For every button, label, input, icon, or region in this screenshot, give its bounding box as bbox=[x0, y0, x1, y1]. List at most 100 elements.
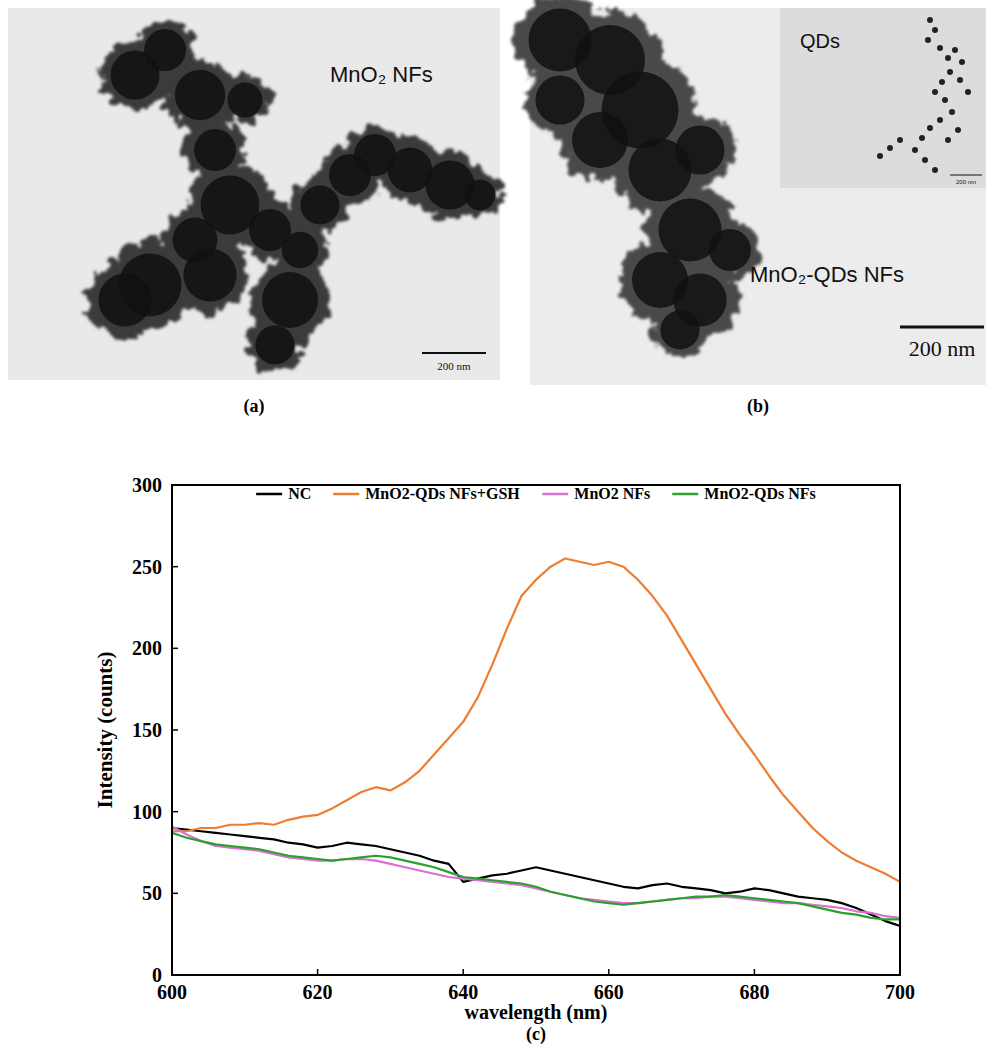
quantum-dot bbox=[877, 153, 883, 159]
series-line bbox=[172, 828, 900, 926]
particle-core bbox=[536, 76, 585, 125]
x-tick bbox=[899, 969, 901, 975]
legend-label: MnO2-QDs NFs+GSH bbox=[365, 485, 520, 502]
quantum-dot bbox=[932, 89, 938, 95]
series-lines bbox=[172, 559, 900, 927]
quantum-dot bbox=[952, 47, 958, 53]
x-tick-label: 640 bbox=[448, 981, 478, 1003]
quantum-dot bbox=[925, 37, 931, 43]
quantum-dot bbox=[947, 69, 953, 75]
particle-core bbox=[262, 272, 318, 328]
particle-core bbox=[282, 232, 318, 268]
x-tick bbox=[608, 969, 610, 975]
x-tick-label: 600 bbox=[157, 981, 187, 1003]
quantum-dot bbox=[922, 157, 928, 163]
y-tick bbox=[172, 974, 178, 976]
panel-label: (c) bbox=[526, 1024, 546, 1045]
image-label: MnO₂-QDs NFs bbox=[750, 262, 904, 287]
scale-bar bbox=[900, 326, 984, 329]
micrograph-a bbox=[8, 8, 500, 380]
chart: 050100150200250300600620640660680700wave… bbox=[93, 474, 915, 1045]
image-label: MnO₂ NFs bbox=[330, 62, 433, 87]
x-tick-label: 660 bbox=[594, 981, 624, 1003]
particle-core bbox=[660, 310, 699, 349]
particle-core bbox=[183, 248, 236, 301]
particle-core bbox=[144, 29, 186, 71]
quantum-dot bbox=[927, 125, 933, 131]
legend-swatch bbox=[672, 493, 698, 496]
quantum-dot bbox=[942, 97, 948, 103]
x-tick bbox=[171, 969, 173, 975]
panel-b: QDs200 nmMnO₂-QDs NFs200 nm(b) bbox=[515, 0, 986, 417]
x-tick-label: 680 bbox=[739, 981, 769, 1003]
legend-label: MnO2 NFs bbox=[574, 485, 650, 502]
particle-cores bbox=[98, 29, 495, 365]
particle-core bbox=[572, 112, 628, 168]
quantum-dot bbox=[927, 17, 933, 23]
legend-swatch bbox=[333, 493, 359, 496]
y-tick bbox=[172, 729, 178, 731]
y-tick bbox=[172, 484, 178, 486]
x-tick bbox=[462, 969, 464, 975]
quantum-dot bbox=[955, 127, 961, 133]
inset-label: QDs bbox=[800, 30, 840, 52]
figure: MnO₂ NFs 200 nm (a) QDs 200 nm MnO₂-QDs NFs 20… bbox=[0, 0, 994, 1050]
quantum-dot bbox=[912, 147, 918, 153]
quantum-dot bbox=[919, 135, 925, 141]
particle-core bbox=[676, 126, 725, 175]
scale-bar bbox=[422, 352, 486, 354]
quantum-dot bbox=[932, 27, 938, 33]
particle-cores bbox=[529, 9, 752, 350]
x-tick bbox=[317, 969, 319, 975]
quantum-dot bbox=[937, 117, 943, 123]
quantum-dot bbox=[945, 55, 951, 61]
legend-label: NC bbox=[288, 485, 311, 502]
particle bbox=[164, 59, 236, 131]
quantum-dot bbox=[932, 167, 938, 173]
y-tick-label: 200 bbox=[132, 637, 162, 659]
y-tick bbox=[172, 811, 178, 813]
y-tick-label: 50 bbox=[142, 882, 162, 904]
legend-label: MnO2-QDs NFs bbox=[704, 485, 816, 502]
y-tick-label: 300 bbox=[132, 474, 162, 496]
inset-scale-bar bbox=[950, 175, 982, 176]
quantum-dot bbox=[939, 79, 945, 85]
particle-core bbox=[300, 185, 339, 224]
particle-core bbox=[709, 229, 751, 271]
particle bbox=[220, 75, 270, 125]
quantum-dot bbox=[957, 77, 963, 83]
y-tick-label: 100 bbox=[132, 801, 162, 823]
inset-scale-label: 200 nm bbox=[956, 179, 976, 185]
particle-core bbox=[175, 70, 225, 120]
quantum-dot bbox=[937, 45, 943, 51]
panel-label: (b) bbox=[747, 396, 769, 417]
inset bbox=[780, 8, 986, 188]
particle-core bbox=[194, 129, 236, 171]
y-tick-label: 150 bbox=[132, 719, 162, 741]
panel-label: (a) bbox=[244, 396, 265, 417]
legend: NC MnO2-QDs NFs+GSH MnO2 NFs MnO2-QDs NFs bbox=[256, 485, 816, 502]
y-tick bbox=[172, 566, 178, 568]
series-line bbox=[172, 826, 900, 917]
y-tick bbox=[172, 893, 178, 895]
quantum-dot bbox=[887, 145, 893, 151]
series-line bbox=[172, 559, 900, 882]
legend-swatch bbox=[256, 493, 282, 496]
quantum-dot bbox=[959, 59, 965, 65]
micrograph-b bbox=[530, 8, 986, 385]
panel-a: MnO₂ NFs 200 nm (a) bbox=[8, 8, 502, 417]
y-tick bbox=[172, 648, 178, 650]
scale-bar-label: 200 nm bbox=[437, 360, 471, 372]
particle-core bbox=[255, 325, 294, 364]
legend-swatch bbox=[542, 493, 568, 496]
particles bbox=[515, 0, 760, 358]
x-axis-title: wavelength (nm) bbox=[465, 1001, 608, 1024]
series-line bbox=[172, 833, 900, 920]
quantum-dot bbox=[945, 137, 951, 143]
quantum-dot bbox=[965, 89, 971, 95]
x-tick-label: 620 bbox=[303, 981, 333, 1003]
quantum-dots bbox=[877, 17, 971, 173]
x-tick bbox=[754, 969, 756, 975]
particles bbox=[87, 20, 502, 373]
y-tick-label: 250 bbox=[132, 556, 162, 578]
